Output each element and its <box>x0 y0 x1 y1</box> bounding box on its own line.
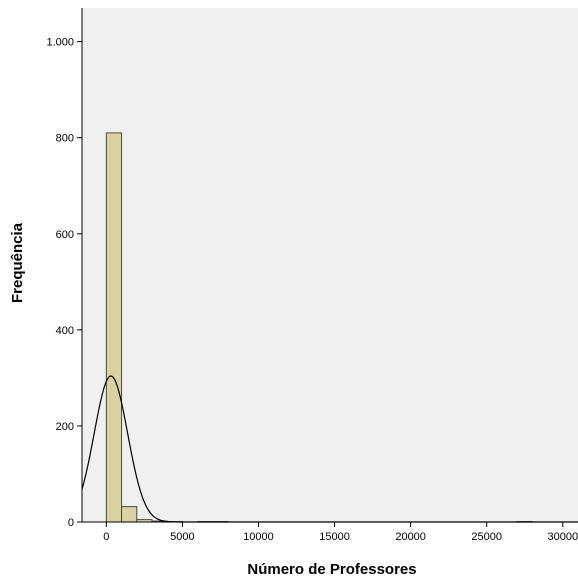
x-axis-ticks: 0 5000 10000 15000 20000 25000 30000 <box>103 522 578 543</box>
y-tick-label: 800 <box>56 133 74 145</box>
y-tick-label: 1.000 <box>46 37 74 49</box>
y-tick-label: 400 <box>56 325 74 337</box>
x-tick-label: 25000 <box>471 531 502 543</box>
y-axis-ticks: 0 200 400 600 800 1.000 <box>46 37 82 529</box>
histogram-bar <box>105 132 123 523</box>
x-tick-label: 30000 <box>547 531 578 543</box>
y-tick-label: 0 <box>68 517 74 529</box>
y-tick-label: 600 <box>56 229 74 241</box>
y-axis-title: Frequência <box>9 222 26 303</box>
x-tick-label: 10000 <box>243 531 274 543</box>
x-axis-title: Número de Professores <box>247 561 416 578</box>
x-tick-label: 0 <box>103 531 109 543</box>
y-tick-label: 200 <box>56 421 74 433</box>
plot-area <box>82 8 578 522</box>
x-tick-label: 5000 <box>170 531 194 543</box>
x-tick-label: 15000 <box>319 531 350 543</box>
x-tick-label: 20000 <box>395 531 426 543</box>
histogram-bar <box>121 506 138 523</box>
